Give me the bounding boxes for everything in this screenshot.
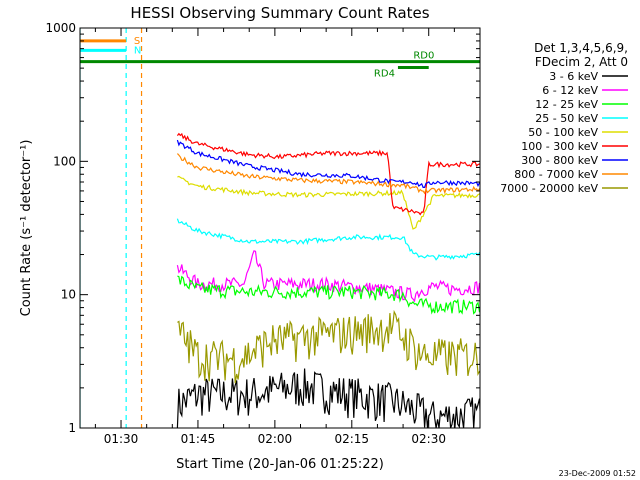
x-tick-label-2: 02:00 xyxy=(258,432,293,446)
y-tick-label-2: 100 xyxy=(53,154,76,168)
bar-label-n: N xyxy=(134,45,141,56)
bar-label-s: S xyxy=(134,36,140,47)
plot-inner xyxy=(80,28,480,428)
x-tick-label-0: 01:30 xyxy=(104,432,139,446)
series-line-8 xyxy=(177,309,480,384)
x-tick-label-1: 01:45 xyxy=(181,432,216,446)
footer-date: 23-Dec-2009 01:52 xyxy=(559,469,636,478)
legend-header-2: FDecim 2, Att 0 xyxy=(535,55,628,69)
axes-frame xyxy=(79,27,481,429)
series-line-4 xyxy=(177,175,480,230)
legend-label-1: 6 - 12 keV xyxy=(542,84,598,97)
legend-label-8: 7000 - 20000 keV xyxy=(500,182,598,195)
y-tick-label-0: 1 xyxy=(68,421,76,435)
legend-label-3: 25 - 50 keV xyxy=(535,112,598,125)
bar-label-rd0: RD0 xyxy=(413,51,434,62)
legend-label-4: 50 - 100 keV xyxy=(528,126,598,139)
series-line-6 xyxy=(176,139,480,188)
legend: Det 1,3,4,5,6,9, FDecim 2, Att 0 3 - 6 k… xyxy=(500,41,628,195)
series-line-1 xyxy=(176,250,480,303)
legend-label-0: 3 - 6 keV xyxy=(549,70,598,83)
series-line-3 xyxy=(176,218,480,261)
legend-label-5: 100 - 300 keV xyxy=(521,140,598,153)
x-axis-label: Start Time (20-Jan-06 01:25:22) xyxy=(176,457,384,472)
legend-label-7: 800 - 7000 keV xyxy=(514,168,598,181)
y-axis-label: Count Rate (s⁻¹ detector⁻¹) xyxy=(19,140,34,317)
y-tick-label-1: 10 xyxy=(61,288,76,302)
series-line-7 xyxy=(176,153,480,195)
chart-title: HESSI Observing Summary Count Rates xyxy=(130,4,429,22)
plot-area: SN RD0 RD4 01:30 01:45 02:00 02:15 02:30 1 10 100 1… xyxy=(45,21,481,446)
series-line-2 xyxy=(177,275,480,315)
series-line-5 xyxy=(176,132,480,216)
x-tick-label-4: 02:30 xyxy=(411,432,446,446)
y-tick-label-3: 1000 xyxy=(45,21,76,35)
legend-label-6: 300 - 800 keV xyxy=(521,154,598,167)
bar-label-rd4: RD4 xyxy=(374,69,395,80)
x-tick-label-3: 02:15 xyxy=(334,432,369,446)
legend-header-1: Det 1,3,4,5,6,9, xyxy=(534,41,628,55)
series-line-0 xyxy=(176,368,480,428)
legend-label-2: 12 - 25 keV xyxy=(535,98,598,111)
